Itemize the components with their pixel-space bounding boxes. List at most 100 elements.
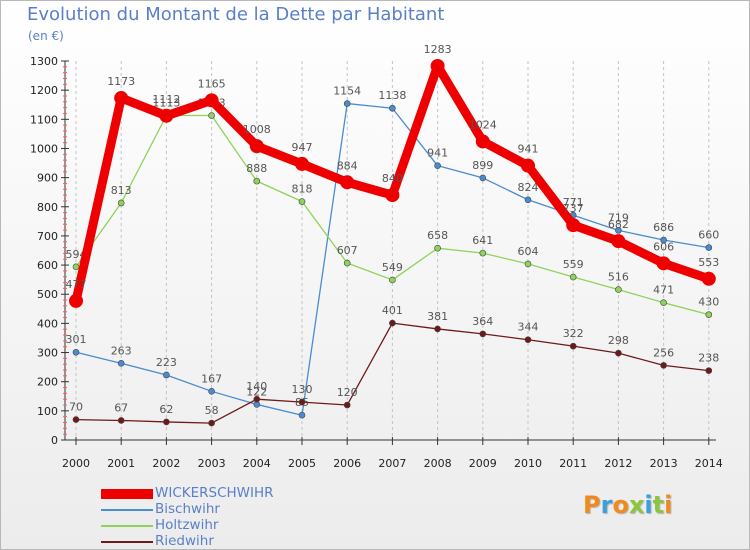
data-point-riedwihr: [117, 417, 125, 424]
legend-label: WICKERSCHWIHR: [155, 485, 274, 501]
chart-title: Evolution du Montant de la Dette par Hab…: [27, 4, 445, 25]
data-point-wickerschwihr: [249, 139, 264, 154]
y-tick-label: 0: [51, 434, 58, 447]
data-label-holtzwihr: 888: [246, 162, 267, 175]
data-label-bischwihr: 899: [472, 159, 493, 172]
data-point-bischwihr: [660, 236, 667, 244]
x-tick-label: 2009: [469, 457, 497, 470]
x-tick-label: 2001: [107, 457, 135, 470]
data-label-riedwihr: 58: [205, 404, 219, 417]
data-label-bischwihr: 122: [246, 385, 267, 398]
data-label-wickerschwihr: 477: [66, 278, 87, 291]
data-point-wickerschwihr: [159, 108, 174, 123]
data-label-riedwihr: 130: [292, 383, 313, 396]
y-tick-label: 200: [37, 376, 58, 389]
data-label-riedwihr: 140: [246, 380, 267, 393]
data-point-holtzwihr: [298, 198, 306, 205]
x-tick-label: 2010: [514, 457, 542, 470]
x-tick-label: 2007: [378, 457, 406, 470]
data-point-riedwihr: [479, 330, 487, 338]
y-tick-label: 1100: [30, 113, 58, 126]
data-label-holtzwihr: 430: [698, 296, 719, 309]
logo-letter: P: [583, 491, 601, 519]
data-label-bischwihr: 686: [653, 221, 674, 234]
data-label-holtzwihr: 604: [518, 245, 539, 258]
data-label-wickerschwihr: 553: [698, 256, 719, 269]
data-label-riedwihr: 70: [69, 401, 83, 414]
legend-swatch: [101, 525, 153, 527]
data-label-holtzwihr: 818: [292, 183, 313, 196]
y-tick-label: 300: [37, 347, 58, 360]
data-point-bischwihr: [343, 100, 351, 107]
data-point-holtzwihr: [343, 259, 351, 267]
data-point-bischwihr: [389, 104, 396, 112]
logo-letter: x: [628, 491, 645, 519]
data-label-riedwihr: 67: [114, 401, 128, 414]
logo-letter: r: [600, 491, 613, 519]
data-point-wickerschwihr: [430, 58, 445, 73]
data-label-bischwihr: 771: [563, 196, 584, 209]
data-point-bischwihr: [208, 388, 215, 395]
logo-letter: o: [612, 491, 629, 519]
data-label-holtzwihr: 549: [382, 261, 403, 274]
data-point-wickerschwihr: [69, 293, 83, 308]
data-label-holtzwihr: 1113: [152, 97, 180, 110]
legend-swatch: [101, 509, 153, 511]
data-label-riedwihr: 381: [427, 310, 448, 323]
x-tick-label: 2003: [198, 457, 226, 470]
data-label-wickerschwihr: 1112: [152, 93, 180, 106]
y-tick-label: 400: [37, 317, 58, 330]
data-label-bischwihr: 1154: [333, 85, 361, 98]
legend-swatch: [101, 489, 153, 499]
data-point-holtzwihr: [117, 199, 125, 207]
data-point-bischwihr: [705, 244, 713, 251]
data-point-riedwihr: [208, 419, 215, 427]
y-tick-label: 700: [37, 230, 58, 243]
data-point-bischwihr: [479, 174, 487, 182]
data-label-bischwihr: 719: [608, 211, 629, 224]
data-point-holtzwihr: [208, 112, 215, 119]
data-label-bischwihr: 941: [427, 147, 448, 160]
data-point-wickerschwihr: [295, 156, 309, 171]
data-label-riedwihr: 364: [472, 315, 493, 328]
data-point-riedwihr: [569, 342, 577, 350]
y-tick-label: 100: [37, 405, 58, 418]
data-label-riedwihr: 322: [563, 327, 584, 340]
data-label-bischwihr: 660: [698, 229, 719, 242]
data-label-wickerschwihr: 1173: [107, 75, 135, 88]
data-label-wickerschwihr: 884: [337, 159, 358, 172]
data-label-riedwihr: 401: [382, 304, 403, 317]
data-point-bischwihr: [615, 227, 622, 234]
data-label-wickerschwihr: 606: [653, 240, 674, 253]
legend-label: Bischwihr: [155, 501, 220, 517]
data-label-wickerschwihr: 1283: [424, 43, 452, 56]
data-point-wickerschwihr: [340, 175, 355, 190]
data-label-bischwihr: 301: [66, 333, 87, 346]
data-point-wickerschwihr: [475, 134, 490, 149]
legend-label: Holtzwihr: [155, 517, 219, 533]
data-point-holtzwihr: [253, 177, 261, 185]
logo-letter: i: [664, 491, 673, 519]
data-point-riedwihr: [298, 398, 306, 406]
data-label-riedwihr: 238: [698, 352, 719, 365]
data-label-bischwihr: 223: [156, 356, 177, 369]
data-point-riedwihr: [705, 367, 713, 374]
data-point-wickerschwihr: [701, 271, 716, 286]
data-point-wickerschwihr: [521, 158, 535, 173]
data-label-riedwihr: 298: [608, 334, 629, 347]
y-tick-label: 900: [37, 172, 58, 185]
data-label-wickerschwihr: 1024: [469, 118, 497, 131]
data-point-wickerschwihr: [385, 188, 400, 203]
data-point-holtzwihr: [705, 311, 713, 318]
legend-label: Riedwihr: [155, 533, 214, 549]
x-tick-label: 2008: [424, 457, 452, 470]
data-point-bischwihr: [434, 162, 441, 169]
data-label-holtzwihr: 559: [563, 258, 584, 271]
data-label-holtzwihr: 607: [337, 244, 358, 257]
data-point-holtzwihr: [524, 260, 532, 268]
data-point-bischwihr: [163, 371, 170, 379]
x-tick-label: 2012: [604, 457, 632, 470]
data-label-riedwihr: 256: [653, 346, 674, 359]
